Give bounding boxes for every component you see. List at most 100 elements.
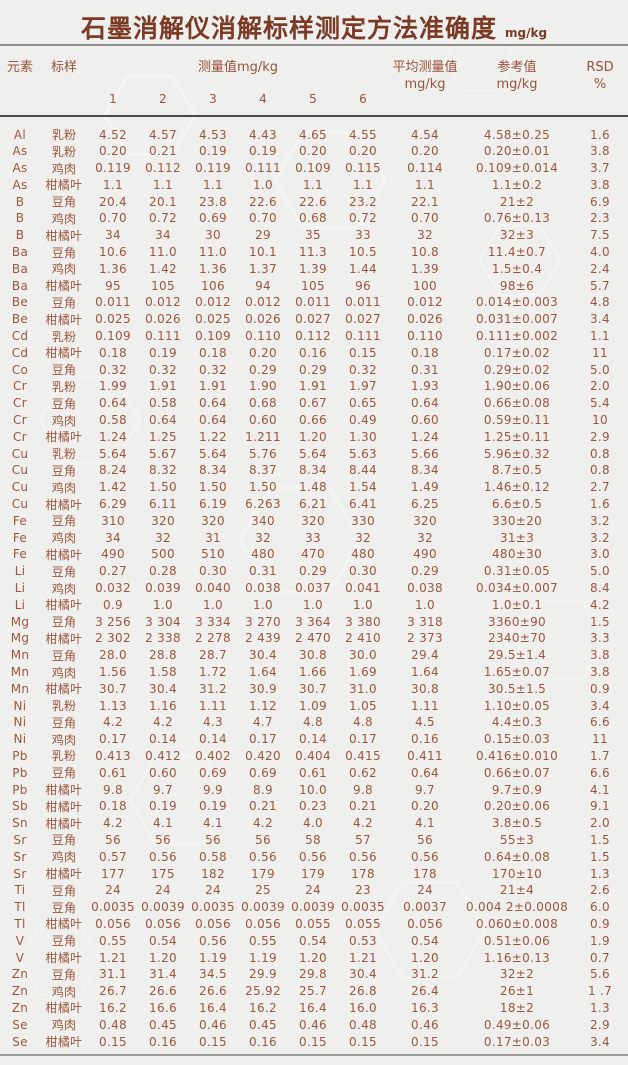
cell-m5: 470 <box>301 547 325 562</box>
cell-average: 0.46 <box>411 1017 439 1032</box>
cell-m6: 57 <box>355 832 371 847</box>
cell-reference: 18±2 <box>499 1000 535 1015</box>
measure-col-1: 1 <box>109 92 117 106</box>
cell-m1: 0.18 <box>99 345 127 360</box>
cell-m5: 0.29 <box>299 564 327 579</box>
cell-m2: 0.19 <box>149 345 177 360</box>
cell-reference: 26±1 <box>499 984 535 999</box>
cell-average: 1.39 <box>411 261 439 276</box>
cell-average: 1.64 <box>411 665 439 679</box>
cell-element: Ba <box>11 278 29 293</box>
cell-m6: 30.4 <box>349 967 377 982</box>
cell-reference: 0.17±0.03 <box>483 1034 551 1049</box>
cell-rsd: 6.6 <box>590 715 610 730</box>
cell-m1: 0.48 <box>99 1017 127 1032</box>
table-row: Cr 柑橘叶 1.24 1.25 1.22 1.211 1.20 1.30 1.24 1.25±0… <box>0 428 628 445</box>
cell-average: 0.20 <box>411 799 439 814</box>
cell-m3: 56 <box>205 832 221 847</box>
cell-element: Be <box>11 295 29 310</box>
cell-m3: 0.46 <box>199 1017 227 1032</box>
cell-m3: 1.91 <box>199 379 227 394</box>
cell-m3: 0.15 <box>199 1034 227 1049</box>
cell-reference: 11.4±0.7 <box>487 245 547 260</box>
cell-element: Cr <box>13 379 27 394</box>
cell-rsd: 3.4 <box>590 698 610 713</box>
cell-reference: 0.15±0.03 <box>483 732 551 747</box>
cell-m5: 25.7 <box>299 984 327 999</box>
cell-rsd: 3.0 <box>590 547 610 562</box>
cell-sample: 乳粉 <box>51 144 77 159</box>
cell-element: Sr <box>13 866 27 881</box>
cell-m4: 1.211 <box>245 429 281 444</box>
cell-m4: 1.64 <box>249 665 277 679</box>
cell-m6: 330 <box>351 513 375 528</box>
cell-m2: 3 304 <box>145 614 181 629</box>
table-row: Sr 豆角 56 56 56 56 58 57 56 55±3 1.5 <box>0 831 628 848</box>
cell-average: 8.34 <box>411 463 439 478</box>
cell-m1: 0.27 <box>99 564 127 579</box>
cell-m4: 0.038 <box>245 581 281 596</box>
cell-reference: 21±4 <box>499 883 535 898</box>
cell-reference: 170±10 <box>491 866 543 881</box>
cell-sample: 乳粉 <box>51 128 77 142</box>
cell-m6: 0.15 <box>349 345 377 360</box>
header-reference-line1: 参考值 <box>497 60 537 75</box>
cell-m4: 56 <box>255 832 271 847</box>
table-row: Cr 乳粉 1.99 1.91 1.91 1.90 1.91 1.97 1.93 1.90±0.0… <box>0 378 628 395</box>
header-measure-label: 测量值mg/kg <box>197 60 279 75</box>
cell-rsd: 3.4 <box>590 312 610 327</box>
cell-average: 4.54 <box>411 127 439 142</box>
header-reference: 参考值 mg/kg <box>462 59 572 115</box>
cell-element: Ti <box>14 883 26 898</box>
cell-m2: 0.026 <box>145 312 181 327</box>
cell-m2: 0.58 <box>149 396 177 411</box>
cell-m1: 1.1 <box>103 177 123 192</box>
cell-reference: 1.1±0.2 <box>491 177 543 192</box>
table-row: Cr 鸡肉 0.58 0.64 0.64 0.60 0.66 0.49 0.60 0.59±0.1… <box>0 412 628 429</box>
cell-m1: 1.42 <box>99 480 127 495</box>
cell-rsd: 6.9 <box>590 194 610 209</box>
cell-element: Ni <box>13 698 27 713</box>
cell-m1: 95 <box>105 278 121 293</box>
cell-m5: 1.20 <box>299 429 327 444</box>
divider-bottom <box>0 1053 628 1056</box>
cell-element: Sb <box>12 799 28 814</box>
cell-sample: 鸡肉 <box>51 211 77 226</box>
cell-m4: 29 <box>255 228 271 243</box>
cell-m2: 0.056 <box>145 916 181 931</box>
cell-m3: 1.19 <box>199 950 227 965</box>
table-row: Cu 柑橘叶 6.29 6.11 6.19 6.263 6.21 6.41 6.25 6.6±0.… <box>0 496 628 513</box>
cell-m3: 4.53 <box>199 127 227 142</box>
cell-m5: 0.23 <box>299 799 327 814</box>
cell-m6: 0.49 <box>349 413 377 428</box>
table-row: Ba 鸡肉 1.36 1.42 1.36 1.37 1.39 1.44 1.39 1.5±0.4 2… <box>0 260 628 277</box>
cell-m6: 16.0 <box>349 1000 377 1015</box>
cell-m6: 10.5 <box>349 245 377 260</box>
cell-element: Li <box>14 597 26 612</box>
cell-reference: 1.46±0.12 <box>483 480 551 495</box>
cell-m2: 1.25 <box>149 429 177 444</box>
cell-m5: 30.8 <box>299 648 327 663</box>
cell-element: Cu <box>11 480 29 495</box>
cell-average: 0.411 <box>407 748 443 763</box>
cell-m5: 0.112 <box>295 329 331 344</box>
cell-element: Tl <box>14 900 26 915</box>
cell-element: Li <box>14 564 26 579</box>
cell-m3: 182 <box>201 866 225 881</box>
measure-col-5: 5 <box>309 92 317 106</box>
cell-average: 26.4 <box>411 984 439 999</box>
cell-sample: 乳粉 <box>51 329 77 344</box>
cell-m2: 1.42 <box>149 261 177 276</box>
table-row: Ni 乳粉 1.13 1.16 1.11 1.12 1.09 1.05 1.11 1.10±0.0… <box>0 697 628 714</box>
cell-rsd: 3.8 <box>590 144 610 159</box>
cell-m2: 4.2 <box>153 715 173 730</box>
cell-rsd: 2.4 <box>590 261 610 276</box>
cell-m1: 0.9 <box>103 597 123 612</box>
measure-col-3: 3 <box>209 92 217 106</box>
cell-m2: 4.1 <box>153 816 173 831</box>
cell-sample: 鸡肉 <box>51 665 77 680</box>
cell-m4: 0.420 <box>245 748 281 763</box>
cell-average: 1.1 <box>415 177 435 192</box>
cell-m4: 1.90 <box>249 379 277 394</box>
table-row: B 柑橘叶 34 34 30 29 35 33 32 32±3 7.5 <box>0 227 628 244</box>
